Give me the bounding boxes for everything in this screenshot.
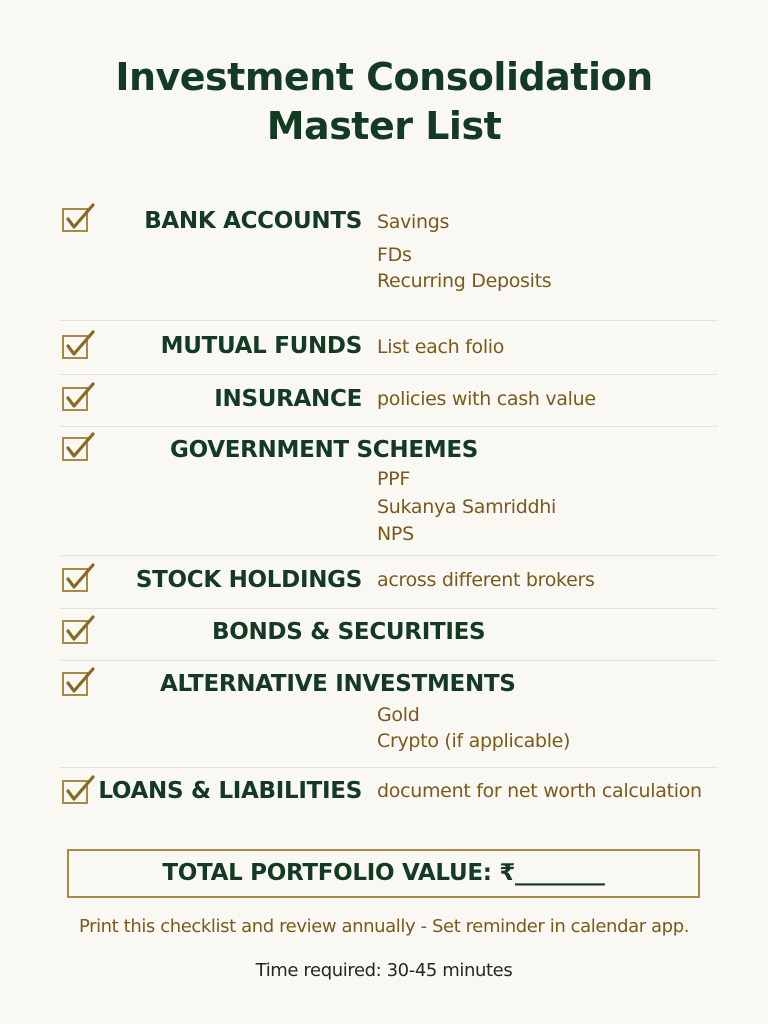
checklist-detail: List each folio [377, 336, 505, 358]
checklist-detail: policies with cash value [377, 388, 596, 410]
checkbox-checked-icon[interactable] [62, 563, 96, 593]
checklist-detail: Recurring Deposits [377, 270, 552, 292]
checklist-heading: INSURANCE [214, 386, 362, 412]
row-divider [60, 320, 718, 321]
row-divider [60, 426, 718, 427]
checklist-heading: BONDS & SECURITIES [212, 619, 486, 645]
checkbox-checked-icon[interactable] [62, 615, 96, 645]
checklist-detail: NPS [377, 523, 414, 545]
row-divider [60, 374, 718, 375]
checklist-detail: Savings [377, 211, 450, 233]
checklist-detail: Crypto (if applicable) [377, 730, 571, 752]
checklist-heading: GOVERNMENT SCHEMES [170, 437, 478, 463]
row-divider [60, 660, 718, 661]
checkbox-checked-icon[interactable] [62, 203, 96, 233]
checkbox-checked-icon[interactable] [62, 775, 96, 805]
row-divider [60, 767, 718, 768]
row-divider [60, 555, 718, 556]
checklist-detail: document for net worth calculation [377, 780, 702, 802]
checklist-heading: LOANS & LIABILITIES [98, 778, 362, 804]
page-title-line2: Master List [266, 104, 502, 148]
checkbox-checked-icon[interactable] [62, 432, 96, 462]
checklist-heading: MUTUAL FUNDS [160, 333, 363, 359]
checkbox-checked-icon[interactable] [62, 330, 96, 360]
checklist-heading: BANK ACCOUNTS [144, 208, 362, 234]
checklist-detail: FDs [377, 244, 412, 266]
total-portfolio-value-box: TOTAL PORTFOLIO VALUE: ₹________ [67, 849, 700, 898]
checklist-detail: Sukanya Samriddhi [377, 496, 557, 518]
footer-note: Print this checklist and review annually… [78, 916, 690, 937]
time-required: Time required: 30-45 minutes [255, 960, 513, 981]
checklist-detail: across different brokers [377, 569, 595, 591]
checklist-detail: PPF [377, 468, 410, 490]
checklist-heading: ALTERNATIVE INVESTMENTS [160, 671, 516, 697]
checkbox-checked-icon[interactable] [62, 382, 96, 412]
checkbox-checked-icon[interactable] [62, 667, 96, 697]
page-title-line1: Investment Consolidation [115, 55, 653, 99]
checklist-heading: STOCK HOLDINGS [135, 567, 362, 593]
row-divider [60, 608, 718, 609]
total-portfolio-value-label: TOTAL PORTFOLIO VALUE: ₹________ [162, 860, 605, 886]
checklist-detail: Gold [377, 704, 420, 726]
